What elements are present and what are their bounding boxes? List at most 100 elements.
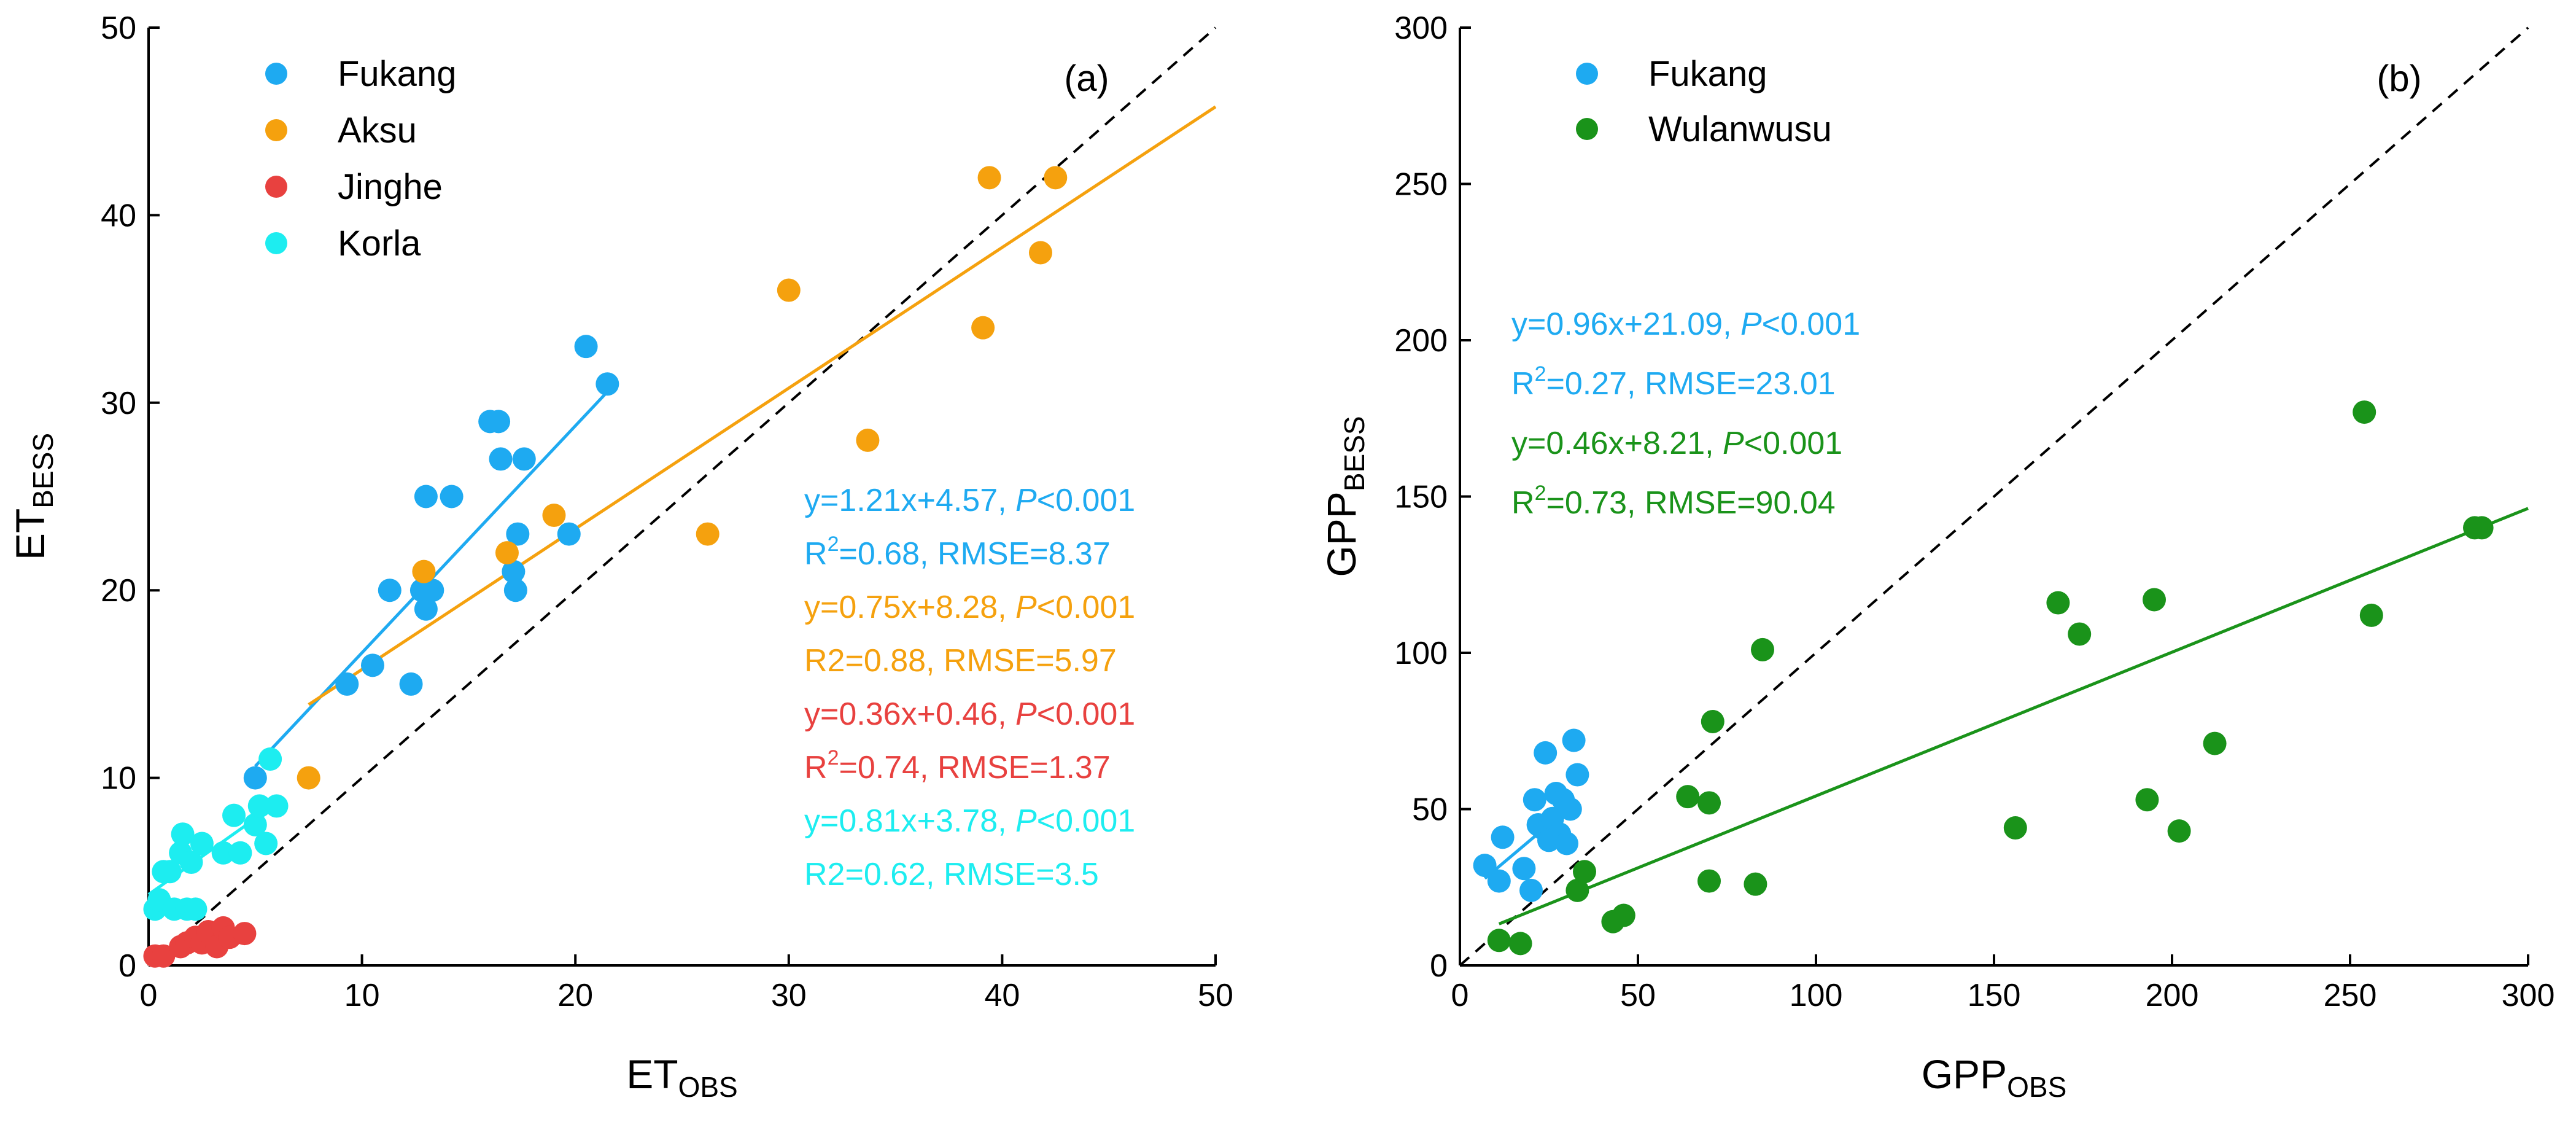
point-wulanwusu	[1697, 869, 1721, 893]
point-wulanwusu	[2135, 788, 2159, 812]
legend-marker-fukang	[265, 63, 287, 85]
point-fukang	[1534, 741, 1558, 765]
y-tick-label: 0	[118, 948, 136, 984]
point-aksu	[977, 166, 1001, 190]
point-wulanwusu	[1697, 791, 1721, 815]
y-tick-label: 10	[101, 761, 136, 797]
y-tick-label: 30	[101, 386, 136, 421]
legend-marker-korla	[265, 232, 287, 254]
point-korla	[243, 812, 267, 836]
y-tick-label: 100	[1394, 636, 1448, 671]
point-fukang	[557, 522, 581, 546]
point-korla	[258, 747, 282, 771]
point-fukang	[440, 485, 464, 508]
legend-label-fukang: Fukang	[1648, 54, 1767, 94]
point-wulanwusu	[1487, 929, 1511, 953]
point-fukang	[1487, 869, 1511, 893]
point-aksu	[971, 316, 995, 340]
one-to-one-line	[1459, 26, 2529, 967]
point-aksu	[412, 559, 436, 583]
x-tick-label: 50	[1198, 978, 1233, 1013]
y-tick-label: 200	[1394, 323, 1448, 359]
point-korla	[190, 832, 214, 855]
legend-label-aksu: Aksu	[338, 111, 417, 150]
point-aksu	[297, 766, 320, 790]
point-wulanwusu	[1701, 709, 1724, 733]
stat-equation-aksu: y=0.75x+8.28, P<0.001	[804, 590, 1135, 625]
point-fukang	[512, 447, 536, 471]
point-fukang	[360, 653, 384, 677]
point-wulanwusu	[1508, 932, 1532, 956]
point-wulanwusu	[2470, 516, 2494, 540]
legend-marker-wulanwusu	[1576, 118, 1598, 140]
point-fukang	[1562, 728, 1586, 752]
panel-b: 0 50 100 150 200 250 300 0 50 100 150 200 250 300 GPPO…	[1319, 10, 2555, 1103]
legend-label-jinghe: Jinghe	[338, 167, 443, 207]
point-wulanwusu	[2046, 591, 2070, 615]
point-korla	[265, 794, 289, 818]
one-to-one-line	[147, 26, 1217, 967]
point-fukang	[399, 672, 423, 696]
point-jinghe	[233, 922, 257, 946]
y-tick-label: 0	[1430, 948, 1448, 984]
point-wulanwusu	[2353, 400, 2376, 424]
point-fukang	[502, 559, 526, 583]
point-fukang	[1491, 825, 1515, 849]
x-tick-label: 10	[344, 978, 380, 1013]
point-korla	[222, 803, 246, 827]
y-tick-label: 250	[1394, 167, 1448, 203]
point-fukang	[503, 579, 527, 602]
point-jinghe	[152, 944, 176, 968]
point-wulanwusu	[2359, 603, 2383, 627]
y-tick-label: 300	[1394, 10, 1448, 46]
y-tick-label: 40	[101, 198, 136, 233]
y-axis-title: ETBESS	[7, 433, 59, 560]
point-fukang	[378, 579, 402, 602]
x-tick-label: 40	[984, 978, 1020, 1013]
legend-marker-jinghe	[265, 176, 287, 198]
stat-equation-wulanwusu: y=0.46x+8.21, P<0.001	[1511, 426, 1842, 461]
panel-label: (a)	[1064, 58, 1109, 99]
x-tick-label: 100	[1790, 978, 1843, 1013]
legend-label-korla: Korla	[338, 224, 421, 263]
stat-equation-fukang: y=1.21x+4.57, P<0.001	[804, 483, 1135, 518]
x-tick-label: 0	[140, 978, 158, 1013]
y-axis-title: GPPBESS	[1319, 416, 1370, 577]
point-wulanwusu	[1751, 637, 1774, 661]
stat-r2-fukang: R2=0.27, RMSE=23.01	[1511, 362, 1836, 402]
point-korla	[184, 897, 208, 921]
point-wulanwusu	[2143, 588, 2166, 612]
point-wulanwusu	[2167, 819, 2191, 843]
panel-label: (b)	[2376, 58, 2421, 99]
legend-label-fukang: Fukang	[338, 54, 456, 94]
legend-label-wulanwusu: Wulanwusu	[1648, 109, 1832, 149]
point-fukang	[243, 766, 267, 790]
point-wulanwusu	[1744, 872, 1767, 896]
y-tick-label: 50	[101, 10, 136, 46]
legend-marker-aksu	[265, 119, 287, 141]
point-fukang	[421, 579, 444, 602]
point-aksu	[495, 541, 519, 565]
point-korla	[158, 860, 182, 884]
y-tick-label: 150	[1394, 480, 1448, 515]
fit-line-wulanwusu	[1498, 507, 2529, 925]
point-fukang	[574, 335, 598, 359]
point-wulanwusu	[2203, 731, 2227, 755]
point-fukang	[414, 597, 438, 621]
point-fukang	[335, 672, 359, 696]
point-korla	[211, 841, 235, 865]
point-korla	[254, 832, 278, 855]
point-wulanwusu	[1612, 903, 1635, 927]
x-tick-label: 50	[1620, 978, 1656, 1013]
x-tick-label: 300	[2502, 978, 2555, 1013]
point-fukang	[1512, 857, 1536, 881]
point-fukang	[1555, 832, 1578, 855]
point-fukang	[1519, 878, 1543, 902]
point-fukang	[1473, 854, 1497, 878]
point-fukang	[1565, 763, 1589, 787]
point-aksu	[1044, 166, 1068, 190]
point-korla	[228, 841, 252, 865]
point-wulanwusu	[1573, 860, 1596, 884]
point-fukang	[489, 447, 513, 471]
point-korla	[179, 851, 203, 875]
